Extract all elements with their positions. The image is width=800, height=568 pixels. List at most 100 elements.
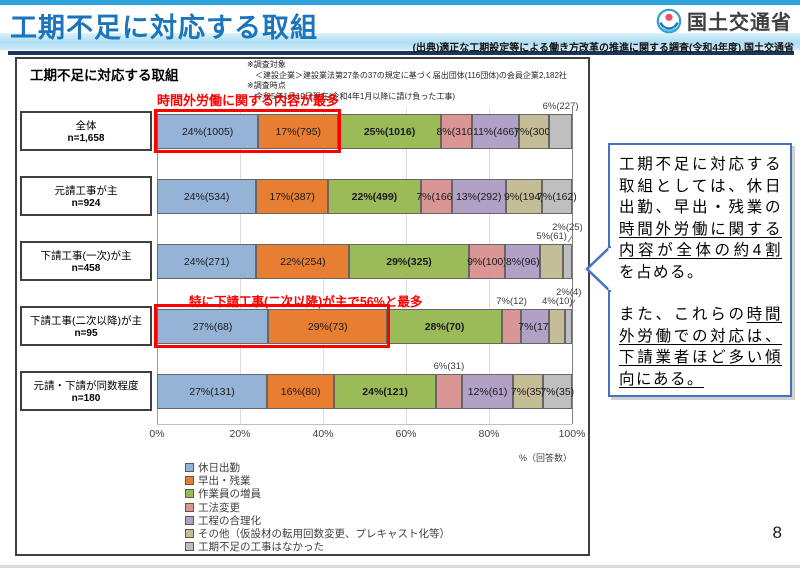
bar-segment xyxy=(549,309,566,344)
bar-segment: 27%(68) xyxy=(157,309,269,344)
bar-segment: 7%(166) xyxy=(416,179,456,214)
agency-logo: 国土交通省 xyxy=(656,6,792,35)
segment-value-label: 17%(795) xyxy=(275,125,322,138)
bar-segment: 27%(131) xyxy=(157,374,268,409)
gridline xyxy=(572,109,573,424)
bar-segment: 16%(80) xyxy=(267,374,335,409)
bar-segment: 28%(70) xyxy=(387,309,502,344)
bar-segment: 7%(35) xyxy=(540,374,575,409)
x-tick-label: 0% xyxy=(149,428,165,440)
segment-value-label: 27%(68) xyxy=(192,320,233,333)
survey-notes: ※調査対象 ＜建設企業＞建設業法第27条の37の規定に基づく届出団体(116団体… xyxy=(247,60,567,102)
top-accent-bar xyxy=(0,0,800,5)
page-number: 8 xyxy=(772,523,782,542)
bar-segment: 9%(194) xyxy=(504,179,544,214)
callout-paragraph: 工期不足に対応する取組としては、休日出勤、早出・残業の時間外労働に関する内容が全… xyxy=(619,154,782,283)
slide-bottom-edge xyxy=(0,565,800,568)
category-label-box: 元請工事が主 n=924 xyxy=(20,176,152,216)
bar-segment: 13%(292) xyxy=(451,179,506,214)
bar-segment: 22%(499) xyxy=(328,179,421,214)
bar-segment xyxy=(540,244,563,279)
segment-value-label-above: 6%(227) xyxy=(542,101,579,112)
legend-swatch-icon xyxy=(185,476,194,486)
segment-value-label: 13%(292) xyxy=(455,190,502,203)
legend-swatch-icon xyxy=(185,489,194,499)
segment-value-label: 16%(80) xyxy=(280,385,321,398)
callout-text: 工期不足に対応する取組としては、休日出勤、早出・残業の xyxy=(619,156,782,216)
bar-segment: 29%(325) xyxy=(349,244,469,279)
segment-value-label: 24%(1005) xyxy=(181,125,234,138)
header-band xyxy=(0,33,800,50)
segment-value-label: 7%(35) xyxy=(540,385,575,398)
note-line: ※調査時点 xyxy=(247,81,286,90)
callout-paragraph: また、これらの時間外労働での対応は、下請業者ほど多い傾向にある。 xyxy=(619,304,782,390)
category-n: n=1,658 xyxy=(67,133,105,144)
bar-segment: 9%(100) xyxy=(467,244,507,279)
bar-segment: 24%(534) xyxy=(157,179,257,214)
x-tick-label: 60% xyxy=(395,428,417,440)
bar-segment: 7%(17) xyxy=(518,309,552,344)
legend-item: 作業員の増員 xyxy=(185,487,450,500)
bar-segment: 22%(254) xyxy=(256,244,350,279)
callout-text: を占める。 xyxy=(619,263,705,281)
category-name: 元請・下請が同数程度 xyxy=(33,380,139,392)
category-name: 下請工事(二次以降)が主 xyxy=(30,315,142,327)
segment-value-label: 22%(254) xyxy=(280,255,326,268)
segment-value-label: 24%(121) xyxy=(362,385,408,398)
segment-value-label: 9%(100) xyxy=(467,255,507,268)
segment-value-label: 22%(499) xyxy=(351,190,398,203)
chart-row: 下請工事(一次)が主 n=458 24%(271) 22%(254) 29%(325) 9… xyxy=(17,222,588,309)
annotation-subcontract-56: 特に下請工事(二次以降)が主で56%と最多 xyxy=(189,295,423,309)
bar-segment: 29%(73) xyxy=(268,309,388,344)
source-citation: (出典)適正な工期設定等による働き方改革の推進に関する調査(令和4年度),国土交… xyxy=(412,43,794,54)
bar-segment xyxy=(565,309,572,344)
segment-value-label: 27%(131) xyxy=(189,385,235,398)
chart-row: 元請・下請が同数程度 n=180 27%(131) 16%(80) 24%(121) 6%… xyxy=(17,361,588,439)
summary-callout: 工期不足に対応する取組としては、休日出勤、早出・残業の時間外労働に関する内容が全… xyxy=(608,143,792,397)
legend-swatch-icon xyxy=(185,542,194,552)
agency-name: 国土交通省 xyxy=(687,12,792,34)
bar-segment: 7%(300) xyxy=(514,114,554,149)
segment-value-label: 24%(271) xyxy=(183,255,230,268)
segment-value-label-above: 2%(25) xyxy=(552,222,583,233)
legend-item: 早出・残業 xyxy=(185,474,450,487)
category-name: 元請工事が主 xyxy=(54,185,118,197)
callout-text-underlined: 時間外労働での対応は、下請業者ほど多い傾向にある。 xyxy=(619,306,782,388)
x-tick-label: 100% xyxy=(558,428,586,440)
legend-item: その他（仮設材の転用回数変更、プレキャスト化等） xyxy=(185,527,450,540)
bar-segment: 8%(96) xyxy=(505,244,541,279)
bar-segment: 24%(271) xyxy=(157,244,257,279)
bar-segment: 8%(310) xyxy=(436,114,476,149)
axis-unit-note: %（回答数） xyxy=(518,453,572,463)
stacked-bar: 27%(68) 29%(73) 28%(70) 7%(12) 7%(17) 4%(10) 2… xyxy=(154,287,581,348)
callout-text: また、これらの xyxy=(619,306,747,323)
segment-value-label: 29%(325) xyxy=(386,255,432,268)
category-n: n=180 xyxy=(71,393,101,404)
segment-value-label: 17%(387) xyxy=(269,190,315,203)
segment-value-label: 29%(73) xyxy=(307,320,348,333)
category-n: n=95 xyxy=(74,328,98,339)
segment-value-label: 8%(96) xyxy=(505,255,540,268)
category-label-box: 元請・下請が同数程度 n=180 xyxy=(20,371,152,411)
x-tick-label: 20% xyxy=(229,428,251,440)
segment-value-label: 7%(162) xyxy=(537,190,577,203)
segment-value-label: 12%(61) xyxy=(467,385,508,398)
category-label-box: 全体 n=1,658 xyxy=(20,111,152,151)
stacked-bar: 24%(271) 22%(254) 29%(325) 9%(100) 8%(96) 5%(… xyxy=(157,222,583,279)
legend-item: 工法変更 xyxy=(185,501,450,514)
x-tick-label: 80% xyxy=(478,428,500,440)
legend-label: 工程の合理化 xyxy=(198,514,261,527)
bar-segment xyxy=(435,374,462,409)
segment-value-label: 25%(1016) xyxy=(363,125,416,138)
header-divider xyxy=(8,51,794,55)
segment-value-label-above: 6%(31) xyxy=(433,361,465,372)
chart-panel: 工期不足に対応する取組 ※調査対象 ＜建設企業＞建設業法第27条の37の規定に基… xyxy=(15,57,590,556)
legend-label: 早出・残業 xyxy=(198,475,251,488)
legend-swatch-icon xyxy=(185,515,194,525)
segment-value-label: 24%(534) xyxy=(183,190,230,203)
segment-value-label: 7%(35) xyxy=(510,385,545,398)
segment-value-label: 8%(310) xyxy=(436,125,477,138)
axis-baseline xyxy=(157,424,572,425)
segment-value-label: 9%(194) xyxy=(504,190,544,203)
